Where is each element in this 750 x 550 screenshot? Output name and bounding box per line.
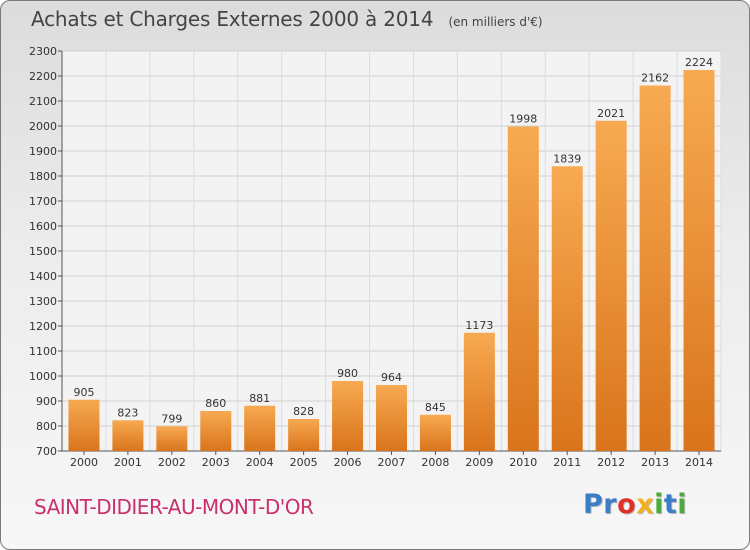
x-tick-label: 2002	[158, 456, 186, 469]
y-tick-label: 800	[36, 420, 57, 433]
city-name: SAINT-DIDIER-AU-MONT-D'OR	[34, 495, 314, 519]
y-tick-label: 1400	[29, 270, 57, 283]
x-tick-label: 2005	[290, 456, 318, 469]
x-tick-label: 2014	[685, 456, 713, 469]
y-tick-label: 2200	[29, 70, 57, 83]
value-label: 799	[161, 412, 182, 425]
value-label: 1998	[509, 113, 537, 126]
x-tick-label: 2009	[465, 456, 493, 469]
x-tick-label: 2006	[334, 456, 362, 469]
value-label: 905	[73, 386, 94, 399]
bar-2008	[419, 414, 451, 451]
x-tick-label: 2010	[509, 456, 537, 469]
proxiti-logo: Proxiti	[583, 489, 687, 520]
bar-2012	[595, 120, 627, 451]
y-tick-label: 1100	[29, 345, 57, 358]
x-tick-label: 2011	[553, 456, 581, 469]
y-tick-label: 700	[36, 445, 57, 458]
logo-letter: o	[617, 489, 637, 520]
bar-2014	[683, 70, 715, 451]
value-label: 881	[249, 392, 270, 405]
logo-letter: x	[636, 489, 655, 520]
logo-letter: r	[603, 489, 618, 520]
chart-unit-text: (en milliers d'€)	[448, 15, 543, 29]
y-tick-label: 1900	[29, 145, 57, 158]
y-tick-label: 900	[36, 395, 57, 408]
labels: 700 800 900 1000 1100 1200 1300 1400 1500 1600 170…	[29, 45, 713, 469]
value-label: 964	[381, 371, 402, 384]
y-tick-label: 1500	[29, 245, 57, 258]
y-tick-label: 1700	[29, 195, 57, 208]
bar-2000	[68, 399, 100, 451]
value-label: 823	[117, 406, 138, 419]
y-tick-label: 1200	[29, 320, 57, 333]
bar-2013	[639, 85, 671, 451]
chart-title: Achats et Charges Externes 2000 à 2014 (…	[31, 7, 543, 31]
y-tick-label: 1300	[29, 295, 57, 308]
value-label: 2162	[641, 72, 669, 85]
x-tick-label: 2007	[378, 456, 406, 469]
bars	[68, 70, 715, 451]
y-tick-label: 2000	[29, 120, 57, 133]
y-tick-label: 1800	[29, 170, 57, 183]
bar-2010	[507, 126, 539, 451]
x-tick-label: 2012	[597, 456, 625, 469]
value-label: 845	[425, 401, 446, 414]
x-tick-label: 2008	[421, 456, 449, 469]
bar-2004	[244, 405, 276, 451]
x-tick-label: 2013	[641, 456, 669, 469]
chart-title-text: Achats et Charges Externes 2000 à 2014	[31, 7, 434, 31]
bar-2009	[463, 332, 495, 451]
bar-2003	[200, 411, 232, 451]
value-label: 2224	[685, 56, 713, 69]
y-tick-label: 2300	[29, 45, 57, 58]
value-label: 860	[205, 397, 226, 410]
logo-letter: t	[663, 489, 678, 520]
value-label: 828	[293, 405, 314, 418]
bar-2001	[112, 420, 144, 451]
y-tick-label: 1600	[29, 220, 57, 233]
bar-2006	[332, 381, 364, 451]
value-label: 980	[337, 367, 358, 380]
value-label: 2021	[597, 107, 625, 120]
y-tick-label: 2100	[29, 95, 57, 108]
bar-2002	[156, 426, 188, 451]
x-tick-label: 2004	[246, 456, 274, 469]
value-label: 1839	[553, 152, 581, 165]
logo-letter: i	[677, 489, 688, 520]
x-tick-label: 2000	[70, 456, 98, 469]
logo-letter: P	[583, 489, 604, 520]
x-tick-label: 2003	[202, 456, 230, 469]
x-tick-label: 2001	[114, 456, 142, 469]
logo-letter: i	[654, 489, 664, 520]
y-tick-label: 1000	[29, 370, 57, 383]
bar-2005	[288, 419, 320, 451]
bar-2011	[551, 166, 583, 451]
value-label: 1173	[465, 319, 493, 332]
bar-2007	[376, 385, 407, 451]
